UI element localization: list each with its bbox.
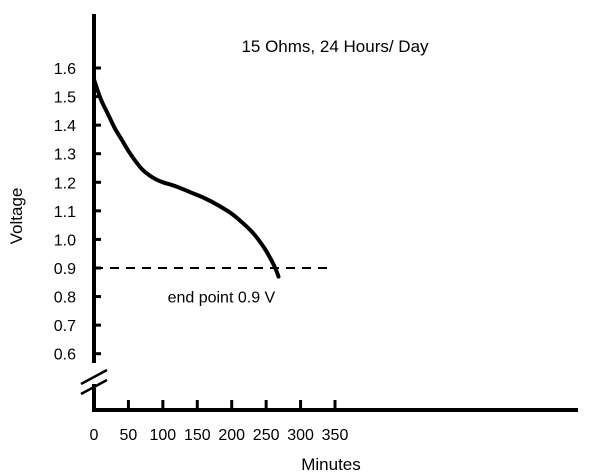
y-tick-label: 1.1 (54, 204, 76, 221)
end-point-label: end point 0.9 V (168, 290, 276, 307)
x-tick-label: 300 (287, 427, 314, 444)
discharge-curve (94, 79, 279, 276)
y-axis-label: Voltage (7, 188, 26, 245)
y-tick-label: 0.6 (54, 347, 76, 364)
x-tick-label: 100 (150, 427, 177, 444)
y-tick-label: 0.9 (54, 261, 76, 278)
x-tick-label: 50 (120, 427, 138, 444)
y-tick-label: 1.3 (54, 147, 76, 164)
reference-line-group: end point 0.9 V (94, 268, 328, 307)
y-tick-label: 1.2 (54, 175, 76, 192)
chart-title: 15 Ohms, 24 Hours/ Day (241, 37, 429, 56)
axes: 0 50 100 150 200 250 300 350 0.6 0.7 0.8 0.9 1.0 1.1 1… (54, 14, 578, 444)
y-tick-label: 1.4 (54, 118, 76, 135)
x-tick-label: 150 (184, 427, 211, 444)
x-tick-label: 0 (90, 427, 99, 444)
y-tick-label: 1.6 (54, 61, 76, 78)
y-tick-label: 1.0 (54, 232, 76, 249)
x-tick-label: 200 (218, 427, 245, 444)
x-tick-label: 350 (322, 427, 349, 444)
x-axis-label: Minutes (301, 455, 361, 474)
x-tick-label: 250 (253, 427, 280, 444)
y-tick-label: 0.8 (54, 290, 76, 307)
y-tick-label: 1.5 (54, 90, 76, 107)
series-group (94, 79, 279, 276)
y-tick-label: 0.7 (54, 318, 76, 335)
